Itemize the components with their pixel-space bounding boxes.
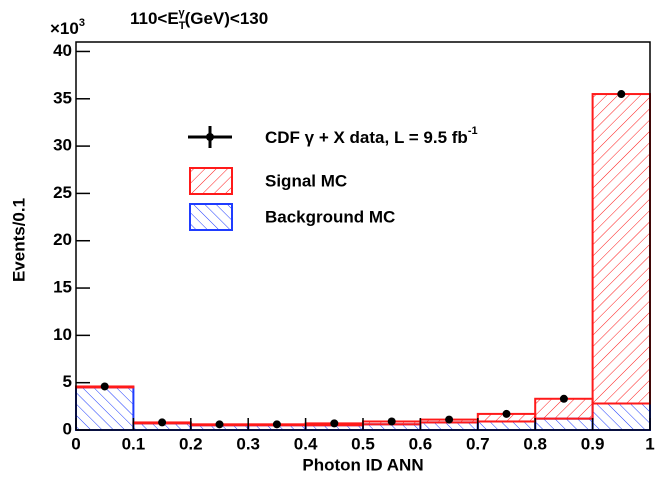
y-tick-label: 0 xyxy=(63,419,72,438)
y-tick-label: 30 xyxy=(53,136,72,155)
legend: CDF γ + X data, L = 9.5 fb-1 Signal MC Bac… xyxy=(188,125,478,231)
legend-label: Background MC xyxy=(265,207,395,226)
y-tick-label: 15 xyxy=(53,278,72,297)
legend-label: Signal MC xyxy=(265,171,347,190)
y-tick-label: 5 xyxy=(63,372,72,391)
y-tick-label: 10 xyxy=(53,325,72,344)
data-point xyxy=(330,419,339,428)
x-tick-label: 0.7 xyxy=(466,434,490,453)
y-multiplier: ×103 xyxy=(50,17,85,39)
histogram-bar xyxy=(534,417,594,431)
y-axis-label: Events/0.1 xyxy=(9,198,28,282)
legend-label: CDF γ + X data, L = 9.5 fb-1 xyxy=(265,125,478,148)
legend-swatch xyxy=(189,203,233,231)
x-tick-label: 0.2 xyxy=(179,434,203,453)
x-tick-label: 0 xyxy=(71,434,80,453)
histogram-bar xyxy=(476,420,537,432)
x-tick-label: 0.1 xyxy=(122,434,146,453)
histogram-bar xyxy=(591,402,651,432)
data-point xyxy=(272,420,281,429)
y-tick-label: 25 xyxy=(53,183,72,202)
x-tick-label: 0.4 xyxy=(294,434,318,453)
y-tick-label: 40 xyxy=(53,41,72,60)
data-point xyxy=(100,382,109,391)
x-tick-label: 0.6 xyxy=(409,434,433,453)
data-point xyxy=(617,90,626,99)
data-point xyxy=(158,418,167,427)
data-point xyxy=(387,417,396,426)
x-axis-label: Photon ID ANN xyxy=(302,455,423,474)
x-tick-label: 0.8 xyxy=(523,434,547,453)
x-tick-label: 0.3 xyxy=(236,434,260,453)
legend-marker xyxy=(206,133,214,141)
legend-swatch xyxy=(189,167,233,195)
y-tick-label: 20 xyxy=(53,230,72,249)
x-tick-label: 0.5 xyxy=(351,434,375,453)
histogram-bar xyxy=(591,93,651,405)
data-point xyxy=(559,394,568,403)
plot-frame xyxy=(75,41,651,431)
histogram-bar xyxy=(75,386,135,432)
chart-title: 110<ETγ(GeV)<130 xyxy=(130,7,268,32)
x-tick-label: 1 xyxy=(645,434,654,453)
legend-label-sup: -1 xyxy=(468,125,478,137)
legend-label-text: CDF γ + X data, L = 9.5 fb xyxy=(265,128,468,147)
data-point xyxy=(502,409,511,418)
y-tick-label: 35 xyxy=(53,88,72,107)
data-point xyxy=(445,415,454,424)
x-tick-label: 0.9 xyxy=(581,434,605,453)
data-point xyxy=(215,420,224,429)
